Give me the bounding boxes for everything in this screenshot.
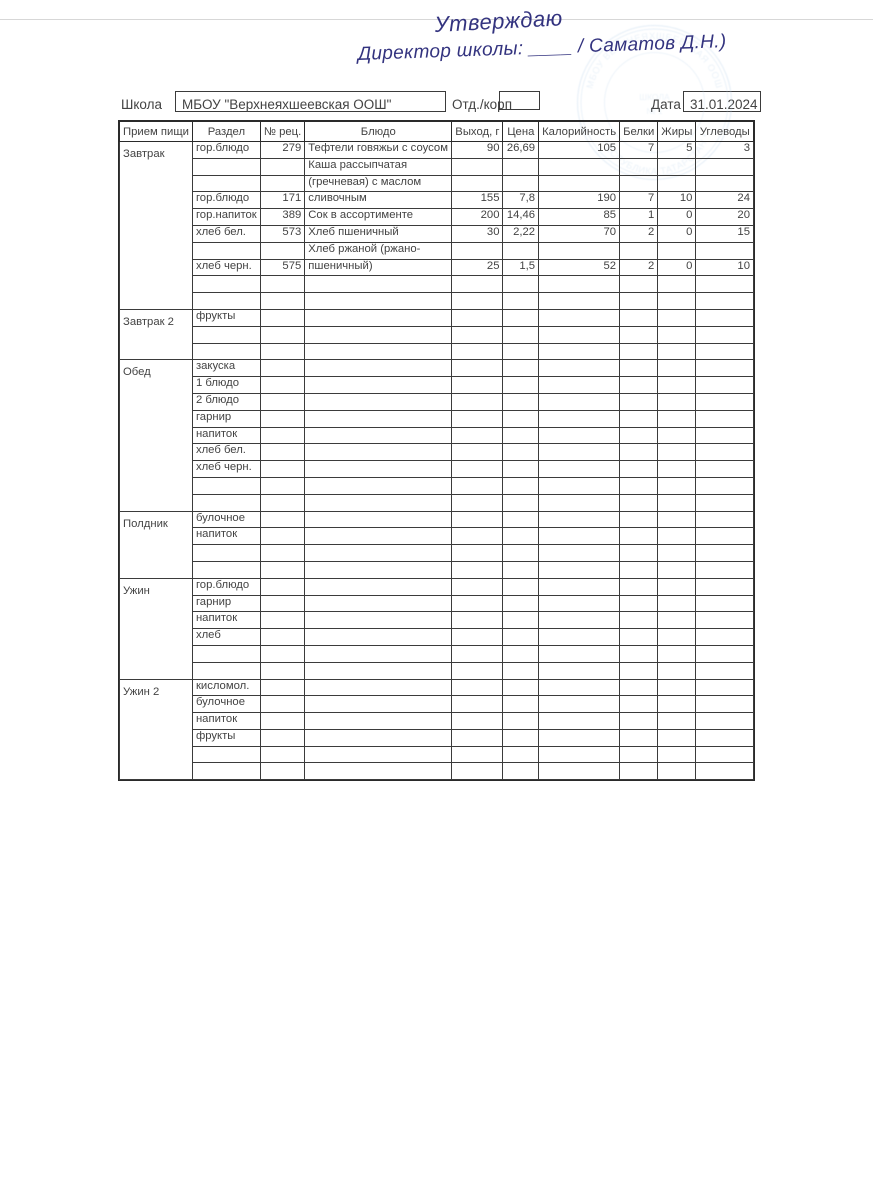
svg-text:Утверждаю: Утверждаю	[433, 5, 563, 37]
svg-text:№ 1: № 1	[646, 106, 662, 116]
svg-text:ШКОЛА: ШКОЛА	[639, 92, 670, 102]
svg-text:Директор школы: ____ / Саматов: Директор школы: ____ / Саматов Д.Н.)	[355, 31, 726, 65]
